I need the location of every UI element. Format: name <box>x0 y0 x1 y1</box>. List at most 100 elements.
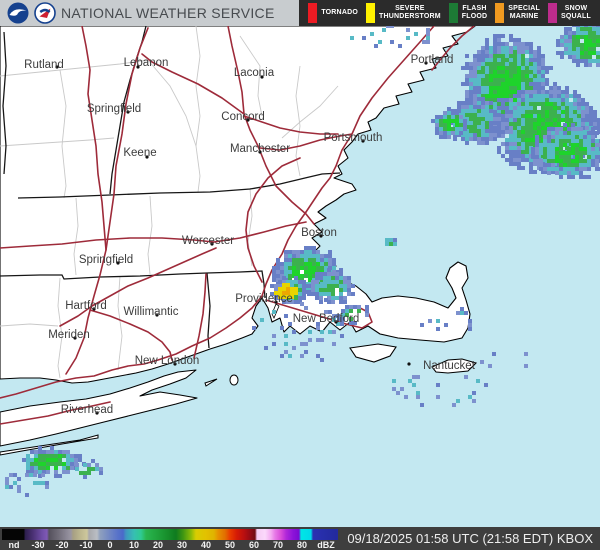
radar-pixel <box>501 54 505 58</box>
radar-pixel <box>79 471 83 475</box>
radar-pixel <box>316 338 320 342</box>
radar-pixel <box>585 122 589 126</box>
radar-pixel <box>595 163 599 167</box>
radar-pixel <box>99 467 103 471</box>
radar-pixel <box>46 466 50 470</box>
warning-legend: TORNADO SEVERE THUNDERSTORM FLASH FLOOD SPE… <box>299 0 600 26</box>
radar-pixel <box>353 321 357 325</box>
radar-pixel <box>553 106 557 110</box>
radar-pixel <box>584 55 588 59</box>
radar-pixel <box>576 43 580 47</box>
radar-pixel <box>270 284 274 288</box>
radar-pixel <box>300 266 304 270</box>
radar-pixel <box>45 481 49 485</box>
radar-pixel <box>451 111 455 115</box>
scale-gradient <box>2 528 338 540</box>
radar-pixel <box>489 50 493 54</box>
radar-pixel <box>327 296 331 300</box>
radar-pixel <box>497 82 501 86</box>
radar-pixel <box>529 162 533 166</box>
radar-pixel <box>302 292 306 296</box>
radar-pixel <box>592 27 596 31</box>
radar-pixel <box>564 51 568 55</box>
radar-pixel <box>571 127 575 131</box>
radar-pixel <box>521 94 525 98</box>
radar-pixel <box>74 454 78 458</box>
radar-pixel <box>541 102 545 106</box>
radar-pixel <box>461 66 465 70</box>
radar-pixel <box>501 102 505 106</box>
radar-pixel <box>341 313 345 317</box>
radar-pixel <box>593 110 597 114</box>
radar-pixel <box>489 90 493 94</box>
nws-brand: NATIONAL WEATHER SERVICE <box>0 0 299 26</box>
radar-pixel <box>497 94 501 98</box>
radar-pixel <box>509 54 513 58</box>
radar-pixel <box>545 106 549 110</box>
radar-pixel <box>331 284 335 288</box>
radar-pixel <box>573 110 577 114</box>
radar-pixel <box>493 94 497 98</box>
radar-pixel <box>513 130 517 134</box>
radar-pixel <box>505 142 509 146</box>
radar-pixel <box>398 44 402 48</box>
radar-pixel <box>493 62 497 66</box>
radar-pixel <box>493 113 497 117</box>
radar-pixel <box>513 82 517 86</box>
radar-pixel <box>521 82 525 86</box>
radar-pixel <box>493 98 497 102</box>
radar-pixel <box>390 40 394 44</box>
radar-pixel <box>529 46 533 50</box>
radar-pixel <box>493 58 497 62</box>
radar-pixel <box>493 82 497 86</box>
radar-pixel <box>561 110 565 114</box>
radar-pixel <box>509 98 513 102</box>
radar-pixel <box>420 403 424 407</box>
radar-pixel <box>292 258 296 262</box>
radar-pixel <box>477 86 481 90</box>
radar-pixel <box>595 147 599 151</box>
radar-pixel <box>294 291 298 295</box>
radar-pixel <box>465 141 469 145</box>
radar-pixel <box>517 162 521 166</box>
radar-pixel <box>513 126 517 130</box>
radar-pixel <box>592 39 596 43</box>
radar-map[interactable]: Rutland Lebanon Laconia Springfield Concord K… <box>0 26 600 527</box>
radar-pixel <box>517 122 521 126</box>
radar-pixel <box>577 122 581 126</box>
radar-pixel <box>78 458 82 462</box>
radar-pixel <box>447 123 451 127</box>
radar-pixel <box>320 262 324 266</box>
radar-pixel <box>489 137 493 141</box>
radar-pixel <box>533 66 537 70</box>
city-label: Providence <box>235 293 293 305</box>
radar-pixel <box>473 94 477 98</box>
radar-pixel <box>489 121 493 125</box>
radar-pixel <box>571 167 575 171</box>
radar-pixel <box>505 86 509 90</box>
radar-pixel <box>343 284 347 288</box>
radar-pixel <box>579 155 583 159</box>
radar-pixel <box>497 54 501 58</box>
radar-pixel <box>349 317 353 321</box>
city-label: New Bedford <box>293 313 359 325</box>
radar-pixel <box>396 391 400 395</box>
radar-pixel <box>292 266 296 270</box>
radar-pixel <box>315 284 319 288</box>
radar-pixel <box>553 122 557 126</box>
radar-pixel <box>465 137 469 141</box>
radar-pixel <box>501 34 505 38</box>
city-label: Hartford <box>65 300 107 312</box>
radar-pixel <box>296 250 300 254</box>
radar-pixel <box>288 262 292 266</box>
radar-pixel <box>517 98 521 102</box>
radar-pixel <box>311 284 315 288</box>
radar-pixel <box>343 296 347 300</box>
radar-pixel <box>579 159 583 163</box>
radar-pixel <box>284 258 288 262</box>
radar-pixel <box>455 111 459 115</box>
radar-pixel <box>312 266 316 270</box>
radar-pixel <box>561 98 565 102</box>
radar-pixel <box>284 334 288 338</box>
radar-pixel <box>584 35 588 39</box>
